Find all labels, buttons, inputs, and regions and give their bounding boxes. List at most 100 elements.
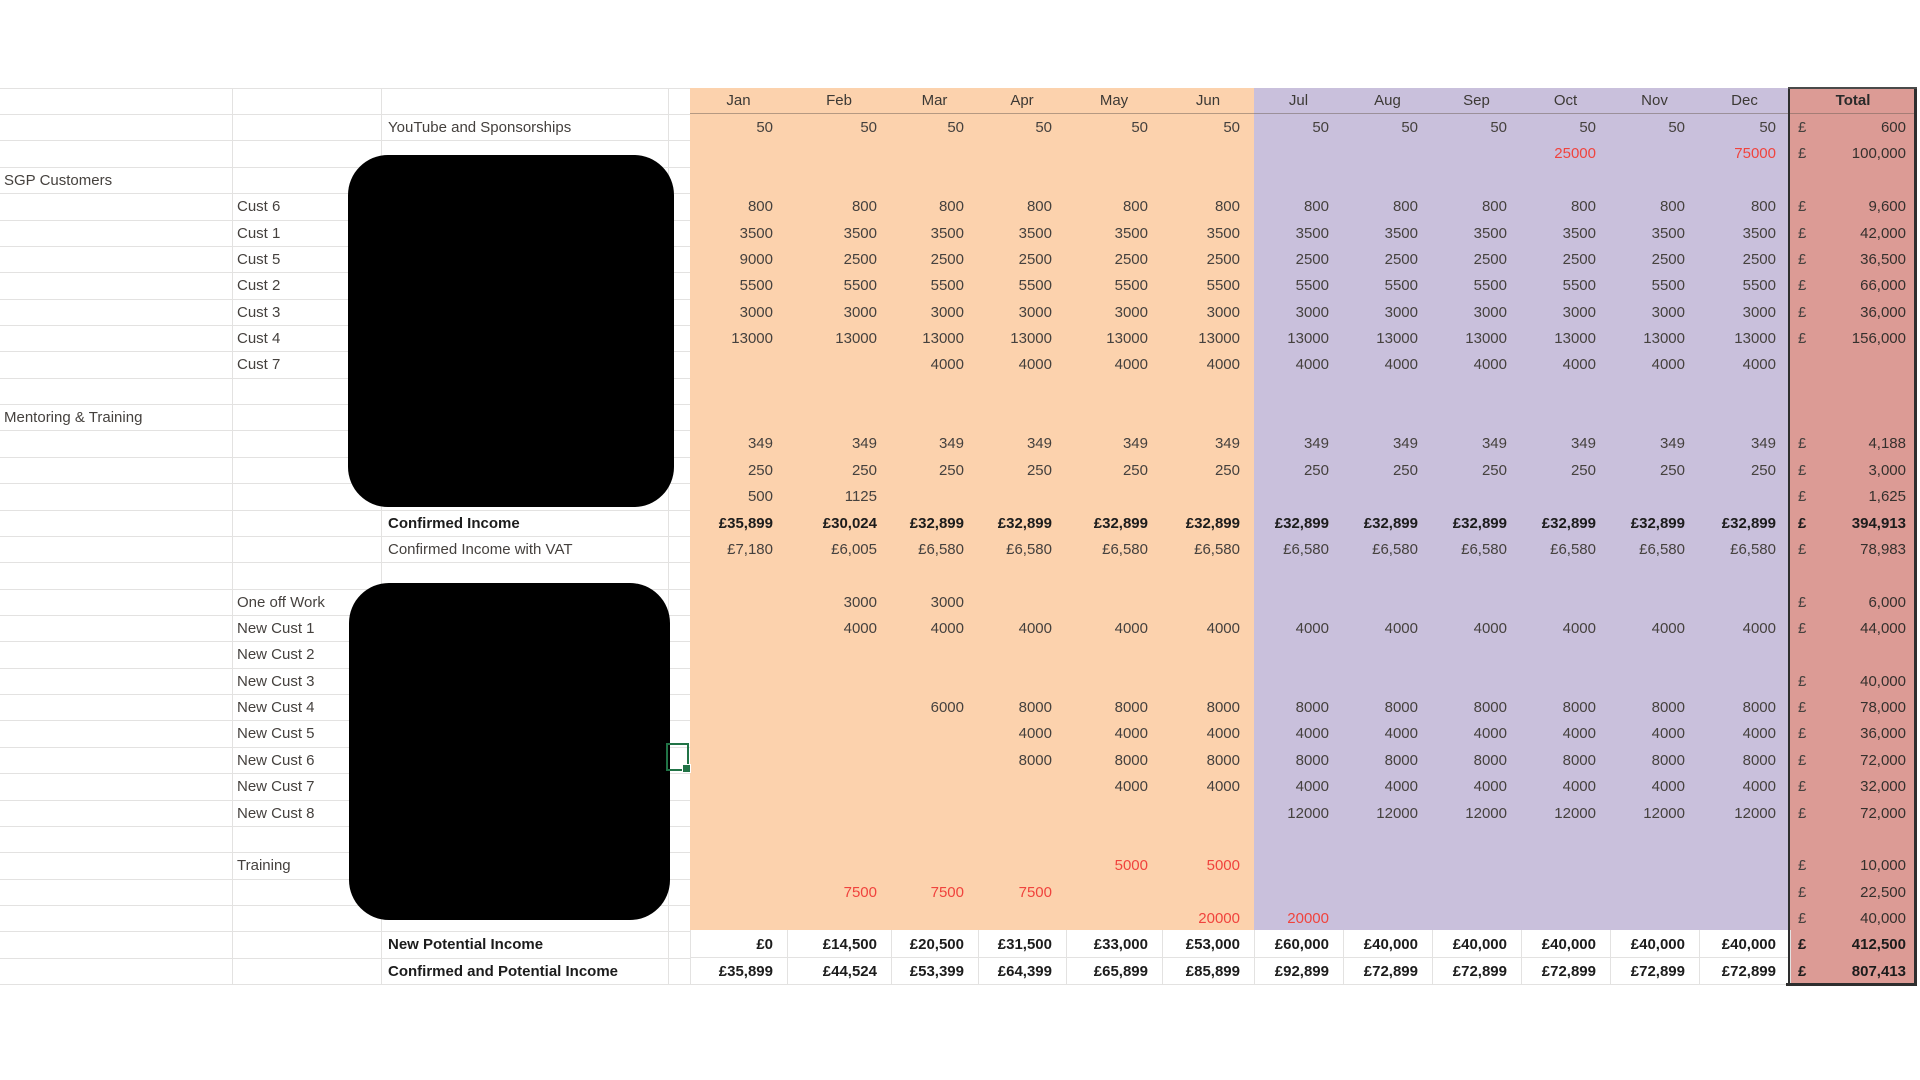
month-header-oct[interactable]: Oct [1553, 92, 1578, 109]
total-cell[interactable]: 36,500 [1860, 250, 1906, 268]
cell[interactable]: 250 [1750, 461, 1776, 479]
total-cell[interactable]: 412,500 [1851, 936, 1906, 954]
cell[interactable]: 3000 [1562, 303, 1596, 321]
cell[interactable]: 8000 [1018, 699, 1052, 716]
cell[interactable]: 13000 [922, 329, 964, 347]
cell[interactable]: 349 [1570, 435, 1596, 453]
cell[interactable]: 4000 [1114, 725, 1148, 743]
cell[interactable]: 250 [1392, 461, 1418, 479]
cell[interactable]: 3500 [1206, 224, 1240, 242]
cell[interactable]: 13000 [1643, 329, 1685, 347]
cell[interactable]: £40,000 [1363, 936, 1418, 954]
cell[interactable]: 13000 [835, 329, 877, 347]
cell[interactable]: 8000 [1651, 699, 1685, 716]
cell[interactable]: 4000 [930, 356, 964, 374]
cell[interactable]: 5500 [1018, 277, 1052, 295]
row-label-c[interactable]: Confirmed Income [388, 514, 520, 532]
cell[interactable]: 13000 [1465, 329, 1507, 347]
row-label-b[interactable]: New Cust 4 [237, 699, 315, 716]
cell[interactable]: 4000 [1018, 725, 1052, 743]
cell[interactable]: £40,000 [1721, 936, 1776, 954]
cell[interactable]: 349 [938, 435, 964, 453]
cell[interactable]: 4000 [1473, 778, 1507, 796]
cell[interactable]: £53,000 [1185, 936, 1240, 954]
cell[interactable]: 4000 [1742, 778, 1776, 796]
cell[interactable]: 8000 [1473, 751, 1507, 769]
cell[interactable]: 2500 [1295, 250, 1329, 268]
cell[interactable]: 2500 [1473, 250, 1507, 268]
cell[interactable]: 5500 [1562, 277, 1596, 295]
cell[interactable]: 800 [851, 198, 877, 216]
row-label-b[interactable]: Cust 4 [237, 329, 281, 347]
total-cell[interactable]: 6,000 [1868, 593, 1906, 611]
month-header-jan[interactable]: Jan [726, 92, 751, 109]
cell[interactable]: £32,899 [909, 514, 964, 532]
cell[interactable]: 13000 [1198, 329, 1240, 347]
cell[interactable]: £6,580 [918, 540, 964, 558]
cell[interactable]: £32,899 [997, 514, 1052, 532]
cell[interactable]: 50 [756, 119, 773, 136]
cell[interactable]: £30,024 [822, 514, 877, 532]
cell[interactable]: 3000 [1742, 303, 1776, 321]
cell[interactable]: 4000 [1651, 619, 1685, 637]
month-header-sep[interactable]: Sep [1463, 92, 1490, 109]
cell[interactable]: 8000 [1651, 751, 1685, 769]
cell[interactable]: £6,580 [1194, 540, 1240, 558]
cell[interactable]: £85,899 [1185, 962, 1240, 980]
total-cell[interactable]: 36,000 [1860, 725, 1906, 743]
cell[interactable]: 1125 [844, 488, 877, 506]
cell[interactable]: 4000 [1206, 778, 1240, 796]
row-label-b[interactable]: New Cust 8 [237, 804, 315, 822]
cell[interactable]: 50 [1131, 119, 1148, 136]
cell[interactable]: £72,899 [1630, 962, 1685, 980]
cell[interactable]: £20,500 [909, 936, 964, 954]
total-cell[interactable]: 72,000 [1860, 751, 1906, 769]
cell[interactable]: 8000 [1384, 751, 1418, 769]
cell[interactable]: 4000 [1384, 778, 1418, 796]
cell[interactable]: 4000 [1206, 619, 1240, 637]
cell[interactable]: 4000 [1742, 356, 1776, 374]
total-header[interactable]: Total [1835, 92, 1871, 109]
cell[interactable]: 3000 [739, 303, 773, 321]
cell[interactable]: 3000 [1206, 303, 1240, 321]
cell[interactable]: £65,899 [1093, 962, 1148, 980]
cell[interactable]: £32,899 [1630, 514, 1685, 532]
row-label-b[interactable]: Cust 3 [237, 303, 281, 321]
cell[interactable]: 349 [1214, 435, 1240, 453]
total-cell[interactable]: 10,000 [1860, 857, 1906, 875]
cell[interactable]: 250 [1214, 461, 1240, 479]
cell[interactable]: 800 [1750, 198, 1776, 216]
total-cell[interactable]: 36,000 [1860, 303, 1906, 321]
cell[interactable]: 13000 [1554, 329, 1596, 347]
cell[interactable]: 9000 [739, 250, 773, 268]
cell[interactable]: 4000 [1562, 356, 1596, 374]
cell[interactable]: 7500 [1018, 883, 1052, 901]
cell[interactable]: £53,399 [909, 962, 964, 980]
cell[interactable]: 13000 [1376, 329, 1418, 347]
cell[interactable]: 13000 [1287, 329, 1329, 347]
row-label-b[interactable]: One off Work [237, 593, 325, 611]
cell[interactable]: 3000 [1384, 303, 1418, 321]
cell[interactable]: 4000 [1651, 778, 1685, 796]
cell[interactable]: 800 [1481, 198, 1507, 216]
cell[interactable]: 800 [747, 198, 773, 216]
cell[interactable]: 4000 [1473, 356, 1507, 374]
cell[interactable]: 4000 [1473, 619, 1507, 637]
cell[interactable]: 349 [851, 435, 877, 453]
cell[interactable]: 250 [938, 461, 964, 479]
cell[interactable]: 5500 [1742, 277, 1776, 295]
cell[interactable]: 250 [1303, 461, 1329, 479]
month-header-jun[interactable]: Jun [1195, 92, 1221, 109]
total-cell[interactable]: 42,000 [1860, 224, 1906, 242]
cell[interactable]: 4000 [1742, 619, 1776, 637]
cell[interactable]: £6,580 [1102, 540, 1148, 558]
cell[interactable]: 2500 [1114, 250, 1148, 268]
cell[interactable]: 4000 [1384, 619, 1418, 637]
cell[interactable]: 3500 [843, 224, 877, 242]
cell[interactable]: 8000 [1206, 751, 1240, 769]
cell[interactable]: 8000 [1562, 699, 1596, 716]
total-cell[interactable]: 3,000 [1868, 461, 1906, 479]
cell[interactable]: 349 [1122, 435, 1148, 453]
cell[interactable]: 5500 [739, 277, 773, 295]
total-cell[interactable]: 600 [1880, 119, 1906, 136]
